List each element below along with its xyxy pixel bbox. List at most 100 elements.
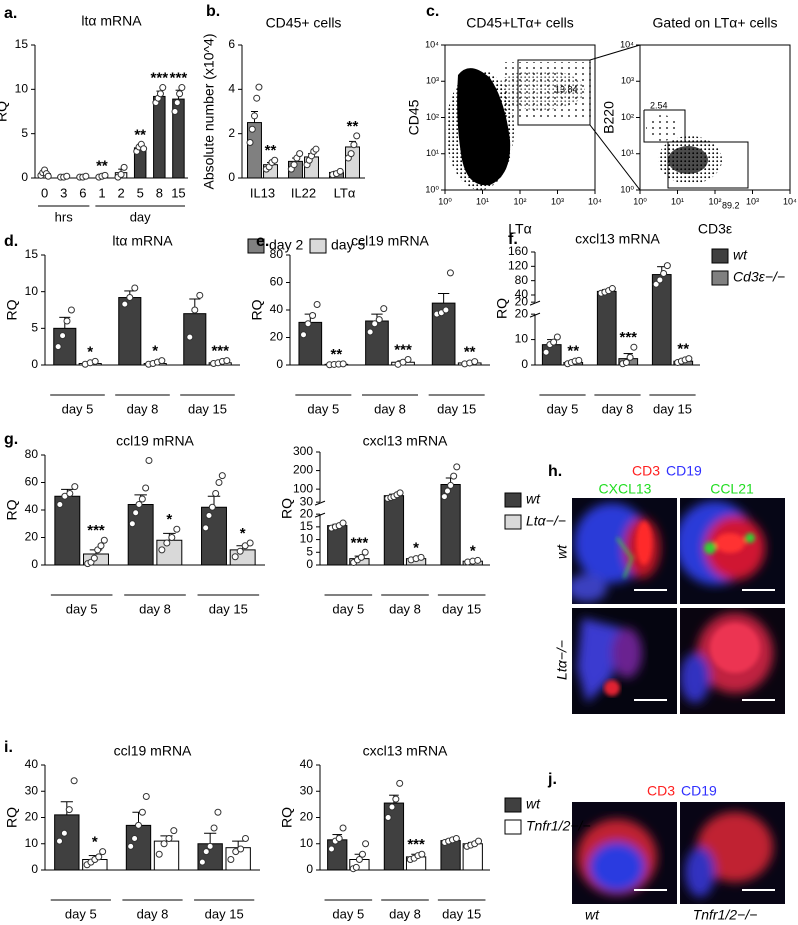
- micrograph: [572, 498, 785, 714]
- y-tick-label: 10³: [426, 76, 439, 86]
- y-tick-label: 60: [270, 275, 284, 289]
- gate-label: 13.84: [555, 84, 578, 94]
- data-point: [163, 539, 171, 547]
- significance: ***: [394, 341, 412, 358]
- chart-title: ccl19 mRNA: [114, 743, 192, 759]
- bar: [651, 274, 672, 366]
- data-point: [446, 269, 454, 277]
- y-tick-label: 40: [25, 502, 39, 516]
- significance: **: [347, 118, 359, 135]
- y-tick-label: 10: [515, 332, 529, 346]
- data-point: [447, 481, 455, 489]
- x-tick-label: day 8: [374, 401, 406, 416]
- x-tick-label: 0: [41, 185, 48, 200]
- y-axis-label: RQ: [0, 101, 10, 122]
- legend-swatch: [711, 270, 729, 286]
- data-point: [608, 285, 616, 293]
- significance: **: [464, 344, 476, 361]
- data-point: [227, 856, 235, 863]
- data-point: [198, 858, 206, 866]
- data-point: [65, 806, 73, 814]
- column-label: wt: [585, 907, 600, 923]
- flow-gates: [517, 44, 749, 191]
- y-tick-label: 0: [31, 357, 38, 371]
- x-tick-label: 1: [98, 185, 105, 200]
- y-axis-label: CD45: [406, 99, 422, 135]
- y-tick-label: 10: [25, 836, 39, 850]
- chart-title: ltα mRNA: [112, 233, 173, 249]
- panel-label: i.: [4, 739, 13, 756]
- axis-break: [529, 312, 541, 318]
- panel-label: h.: [548, 463, 562, 480]
- x-tick-label: 15: [171, 185, 185, 200]
- chart-title: cxcl13 mRNA: [363, 743, 448, 759]
- y-tick-label: 2: [228, 126, 235, 140]
- data-point: [300, 331, 307, 339]
- stain-label: CD19: [666, 463, 702, 479]
- bar: [365, 320, 389, 366]
- x-tick-label: day 5: [547, 401, 579, 416]
- chart-title: ccl19 mRNA: [116, 433, 194, 449]
- data-point: [542, 348, 550, 356]
- data-point: [357, 553, 365, 561]
- x-tick-label: 2: [117, 185, 124, 200]
- y-tick-label: 15: [25, 247, 39, 261]
- significance: **: [331, 346, 343, 363]
- data-point: [206, 842, 214, 850]
- data-point: [350, 141, 358, 149]
- bar: [183, 313, 207, 366]
- x-tick-label: day 8: [139, 601, 171, 616]
- axis-break: [529, 300, 541, 306]
- data-point: [392, 795, 400, 803]
- data-point: [652, 280, 660, 288]
- y-tick-label: 5: [21, 126, 28, 140]
- chart-title: cxcl13 mRNA: [363, 433, 448, 449]
- panel-label: b.: [206, 3, 220, 20]
- y-tick-label: 160: [508, 244, 528, 258]
- y-tick-label: 0: [31, 557, 38, 571]
- x-tick-label: 8: [156, 185, 163, 200]
- data-point: [100, 536, 108, 544]
- bar: [127, 504, 154, 566]
- row-label: Ltα−/−: [554, 640, 570, 680]
- gate-label: 89.2: [722, 200, 740, 210]
- data-point: [117, 170, 125, 178]
- flow-events: [446, 62, 722, 190]
- y-tick-label: 5: [306, 544, 313, 558]
- x-axis-label: CD3ε: [698, 221, 732, 237]
- marker-label: CCL21: [710, 481, 754, 497]
- data-point: [453, 463, 461, 471]
- data-point: [622, 358, 630, 366]
- x-tick-label: day 15: [653, 401, 692, 416]
- data-point: [176, 90, 184, 98]
- y-tick-label: 20: [25, 810, 39, 824]
- significance: *: [152, 343, 158, 360]
- bar: [327, 525, 348, 566]
- x-tick-label: 10⁰: [633, 196, 647, 206]
- y-tick-label: 40: [300, 757, 314, 771]
- y-axis-label: RQ: [249, 299, 265, 320]
- legend-label: Cd3ε−/−: [733, 269, 785, 285]
- x-tick-label: 5: [137, 185, 144, 200]
- chart-title: cxcl13 mRNA: [575, 231, 660, 247]
- data-point: [352, 863, 360, 871]
- data-point: [327, 845, 335, 853]
- gate-label: 2.54: [650, 100, 668, 110]
- significance: **: [96, 157, 108, 174]
- x-tick-label: day 15: [188, 401, 227, 416]
- x-tick-label: day 8: [602, 401, 634, 416]
- data-point: [186, 333, 194, 341]
- data-point: [418, 850, 426, 858]
- legend-swatch: [504, 492, 522, 508]
- stain-label: CD3: [632, 463, 660, 479]
- data-point: [361, 548, 369, 556]
- data-point: [215, 479, 223, 486]
- x-tick-label: day 15: [205, 906, 244, 921]
- x-axis-label: LTα: [508, 221, 531, 237]
- data-point: [160, 840, 168, 848]
- bar: [201, 506, 227, 566]
- data-point: [54, 343, 62, 351]
- legend-label: wt: [526, 796, 541, 812]
- x-tick-label: day 8: [389, 906, 421, 921]
- stain-label: CD3: [647, 783, 675, 799]
